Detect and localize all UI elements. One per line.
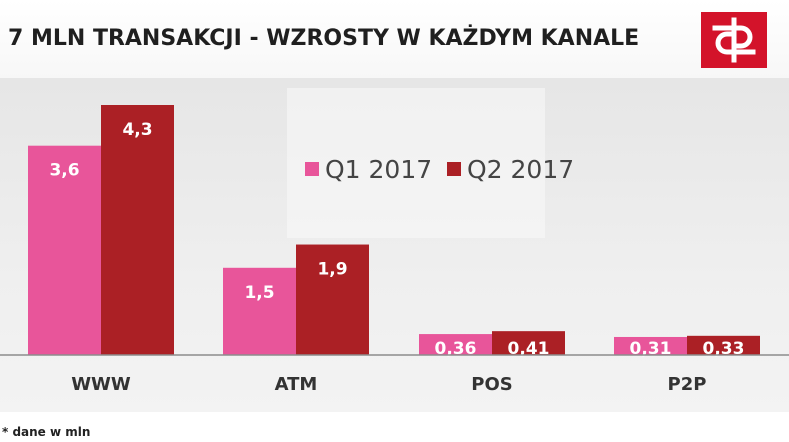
- page-title: 7 MLN TRANSAKCJI - WZROSTY W KAŻDYM KANA…: [8, 26, 640, 51]
- bar-www-q2: [101, 105, 174, 355]
- footnote: * dane w mln: [2, 425, 91, 439]
- data-label-www-q1: 3,6: [49, 161, 79, 181]
- data-label-atm-q2: 1,9: [317, 260, 347, 280]
- bar-pos-q2: [492, 331, 565, 355]
- legend-swatch-q2: [447, 162, 461, 176]
- legend: Q1 2017 Q2 2017: [287, 88, 574, 238]
- data-label-www-q2: 4,3: [122, 120, 152, 140]
- bar-www-q1: [28, 145, 101, 355]
- bank-logo-icon-graphic: [712, 17, 756, 63]
- x-tick-label-pos: POS: [471, 374, 512, 395]
- bar-p2p-q1: [614, 336, 687, 355]
- header: 7 MLN TRANSAKCJI - WZROSTY W KAŻDYM KANA…: [0, 0, 789, 78]
- data-label-pos-q1: 0,36: [435, 339, 477, 359]
- bar-p2p-q2: [687, 335, 760, 355]
- legend-item-q2: Q2 2017: [447, 155, 574, 184]
- bar-pos-q1: [419, 334, 492, 355]
- legend-label-q1: Q1 2017: [325, 155, 433, 184]
- legend-swatch-q1: [305, 162, 319, 176]
- legend-item-q1: Q1 2017: [305, 155, 432, 184]
- x-tick-label-atm: ATM: [275, 374, 318, 395]
- data-label-p2p-q1: 0,31: [630, 339, 672, 359]
- x-tick-label-www: WWW: [71, 374, 131, 395]
- bar-atm-q2: [296, 244, 369, 355]
- legend-label-q2: Q2 2017: [467, 155, 575, 184]
- data-label-pos-q2: 0,41: [508, 339, 550, 359]
- bank-logo-icon: [701, 12, 767, 68]
- bar-atm-q1: [223, 267, 296, 355]
- x-tick-label-p2p: P2P: [668, 374, 707, 395]
- data-label-p2p-q2: 0,33: [703, 339, 745, 359]
- data-label-atm-q1: 1,5: [244, 283, 274, 303]
